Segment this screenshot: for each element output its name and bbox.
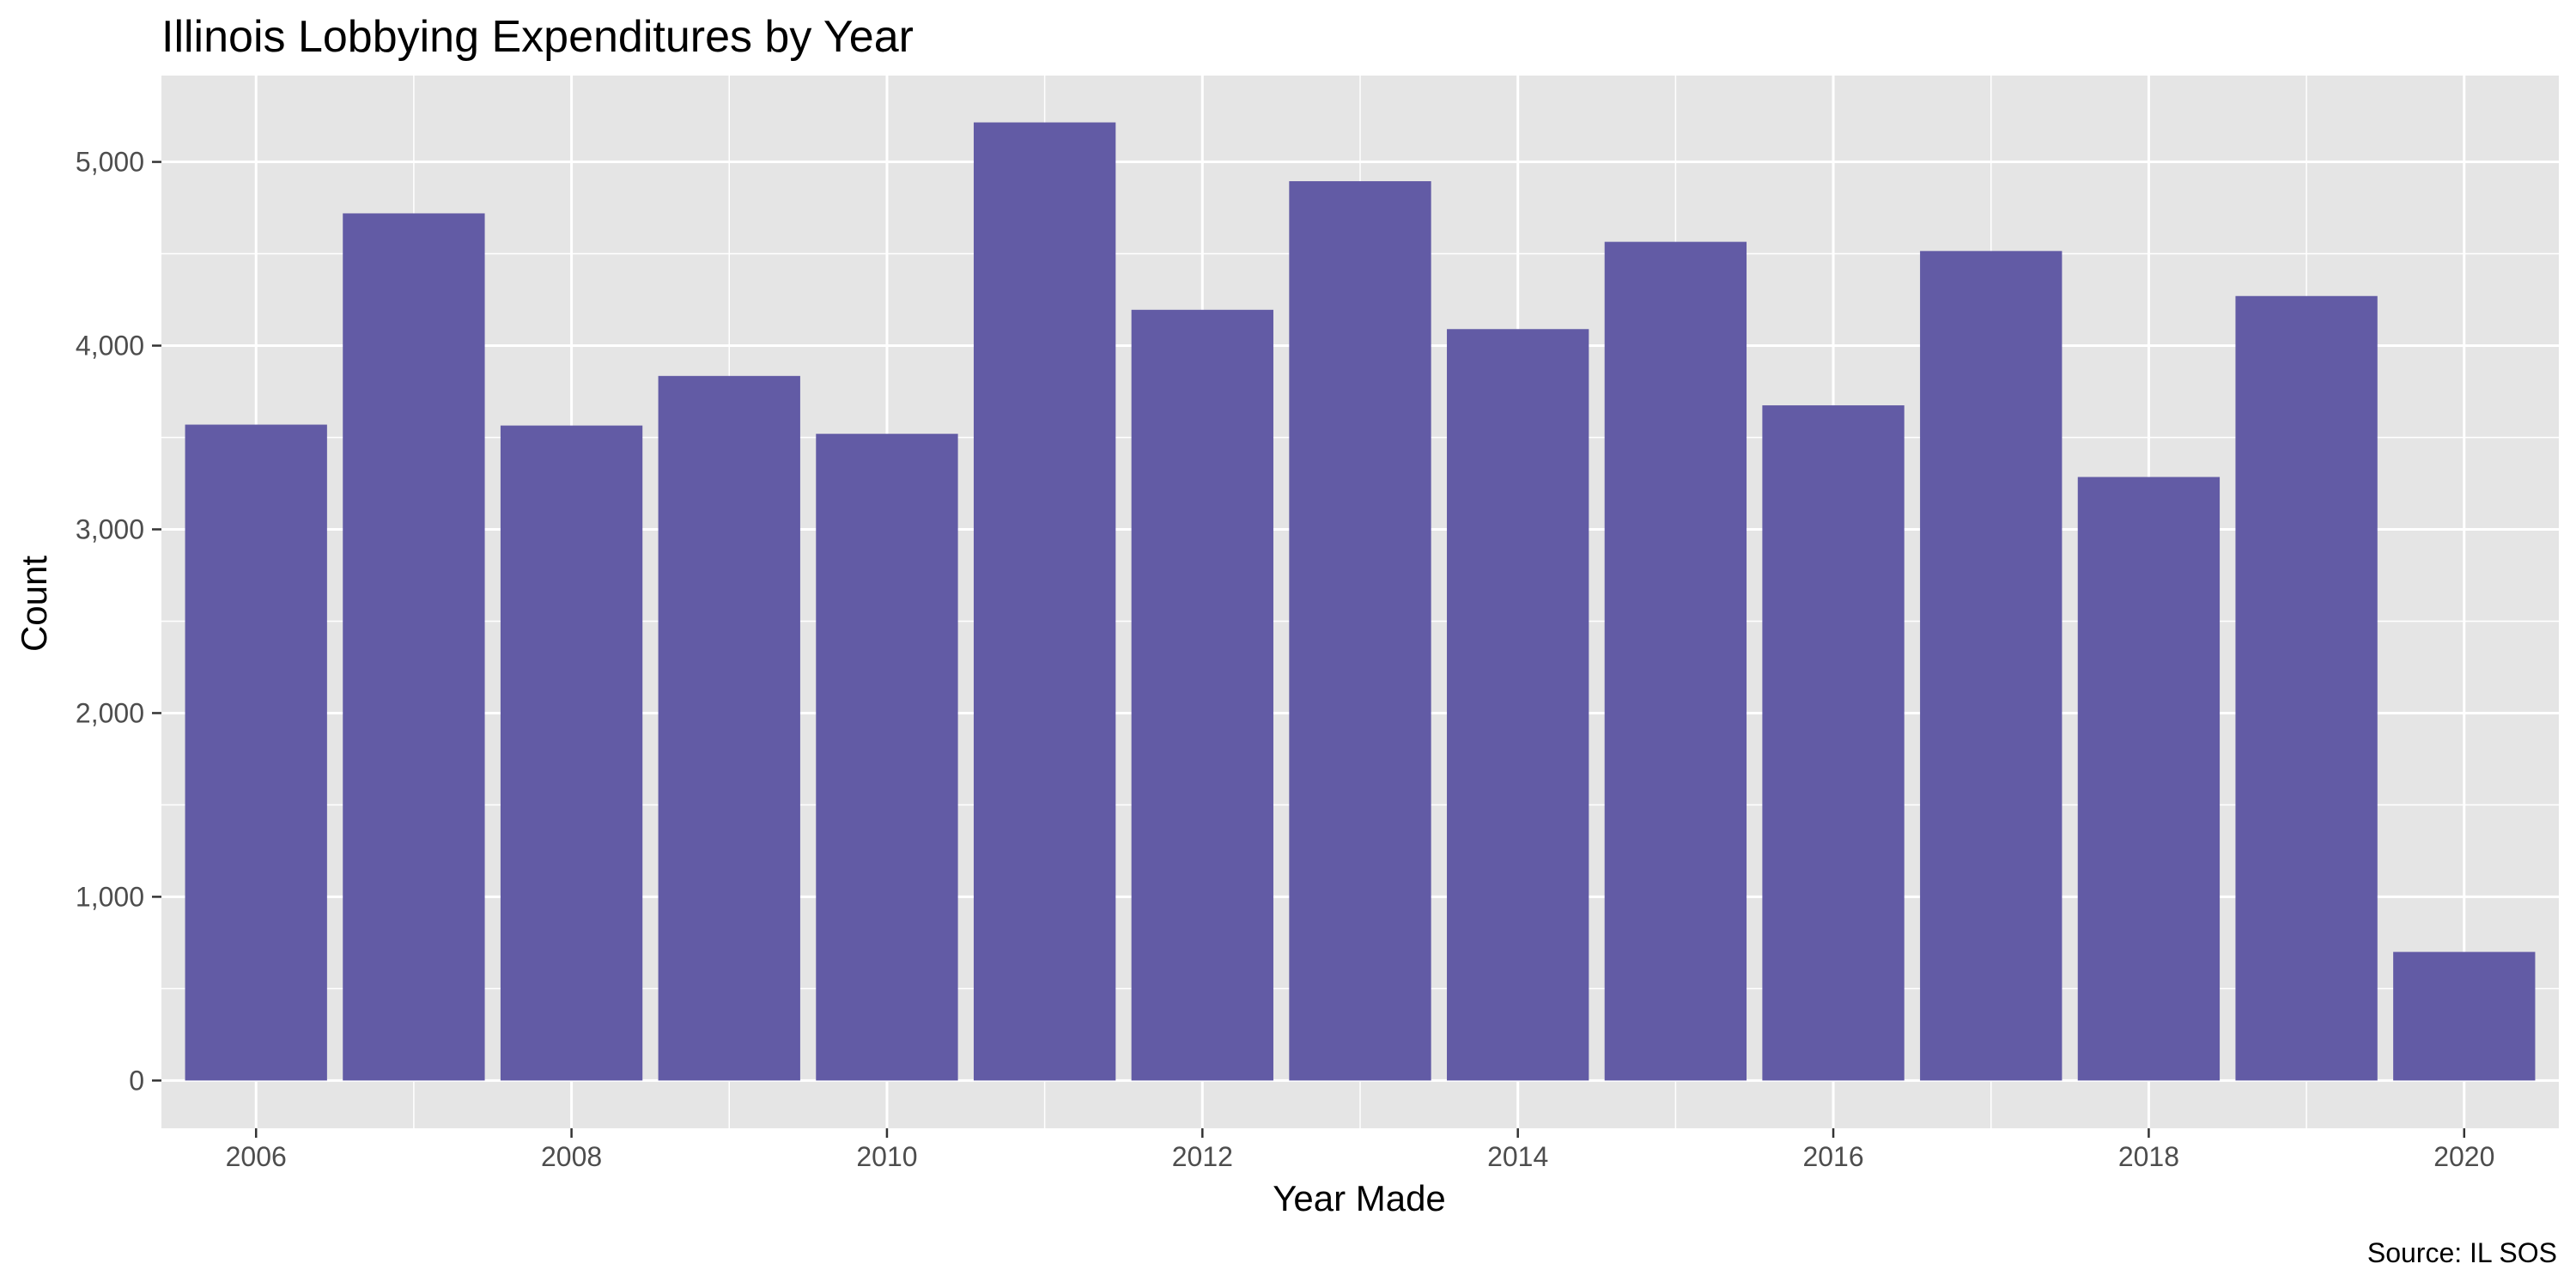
bar-2013 [1289, 181, 1431, 1081]
caption: Source: IL SOS [2367, 1237, 2557, 1268]
bar-2018 [2077, 477, 2221, 1081]
y-tick-label: 2,000 [76, 697, 144, 728]
y-axis-title: Count [14, 556, 54, 652]
y-tick-label: 3,000 [76, 513, 144, 544]
bar-2017 [1920, 251, 2063, 1081]
bar-2019 [2235, 295, 2378, 1081]
x-tick-label: 2006 [226, 1141, 287, 1172]
chart-title: Illinois Lobbying Expenditures by Year [161, 12, 914, 62]
bar-2016 [1762, 405, 1905, 1081]
x-tick-label: 2012 [1172, 1141, 1233, 1172]
bar-2020 [2393, 951, 2536, 1081]
bar-2008 [500, 425, 643, 1081]
y-tick-label: 0 [129, 1065, 144, 1096]
bar-2015 [1604, 241, 1747, 1081]
y-axis-ticks: 0 1,000 2,000 3,000 4,000 5,000 [76, 147, 161, 1096]
bar-2014 [1447, 329, 1589, 1081]
x-tick-label: 2020 [2433, 1141, 2494, 1172]
bar-2006 [185, 424, 327, 1081]
bar-2011 [973, 122, 1116, 1081]
x-axis-ticks: 2006 2008 2010 2012 2014 2016 2018 2020 [226, 1128, 2494, 1172]
y-tick-label: 1,000 [76, 881, 144, 912]
bar-2010 [816, 434, 958, 1081]
x-tick-label: 2014 [1487, 1141, 1548, 1172]
x-axis-title: Year Made [1273, 1178, 1446, 1218]
x-tick-label: 2018 [2118, 1141, 2179, 1172]
bar-2009 [658, 375, 800, 1081]
bar-2007 [343, 213, 485, 1081]
bar-2012 [1131, 309, 1273, 1081]
bars [185, 122, 2536, 1081]
y-tick-label: 4,000 [76, 331, 144, 361]
x-tick-label: 2010 [856, 1141, 917, 1172]
y-tick-label: 5,000 [76, 147, 144, 178]
x-tick-label: 2016 [1802, 1141, 1863, 1172]
x-tick-label: 2008 [541, 1141, 602, 1172]
